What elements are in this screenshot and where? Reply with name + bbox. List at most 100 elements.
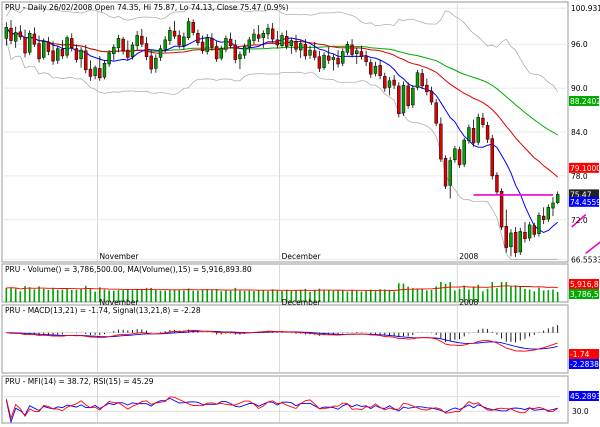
- volume-bar: [374, 291, 377, 302]
- candle-up: [555, 194, 560, 203]
- oscillator-tag-bg: [569, 391, 599, 401]
- candle-down: [23, 37, 27, 54]
- volume-bar: [215, 289, 218, 302]
- candle-down: [121, 38, 125, 52]
- price-tag-bg: [569, 189, 599, 200]
- candle-down: [144, 43, 149, 57]
- candle-up: [546, 207, 551, 220]
- price-tag: 79.1000: [570, 164, 600, 173]
- candle-down: [32, 33, 37, 45]
- candle-up: [224, 38, 228, 50]
- volume-bar: [435, 286, 437, 302]
- volume-bar: [440, 282, 442, 302]
- price-header: PRU - Daily 26/02/2008 Open 74.35, Hi 75…: [5, 3, 289, 12]
- volume-bar: [341, 290, 344, 302]
- candle-down: [434, 102, 438, 124]
- volume-bar: [496, 288, 498, 302]
- candle-down: [397, 85, 401, 114]
- candle-up: [462, 139, 466, 165]
- candle-up: [518, 231, 522, 253]
- volume-bar: [313, 289, 316, 302]
- candle-down: [364, 55, 368, 63]
- candle-up: [112, 46, 116, 54]
- volume-bar: [369, 289, 372, 302]
- volume-bar: [538, 287, 540, 302]
- volume-bar: [164, 290, 166, 302]
- candle-up: [116, 38, 121, 49]
- volume-bar: [117, 290, 120, 302]
- candle-up: [411, 87, 415, 106]
- volume-bar: [463, 285, 466, 302]
- price-tag: 75.47: [570, 190, 592, 199]
- rsi-line: [5, 397, 558, 424]
- candle-down: [74, 48, 79, 60]
- price-y-tick: 78.0: [571, 172, 588, 181]
- volume-bar: [556, 292, 559, 302]
- volume-bar: [262, 290, 265, 302]
- volume-bar: [94, 291, 96, 302]
- volume-bar: [379, 289, 381, 302]
- volume-bar: [290, 290, 293, 302]
- candle-down: [481, 117, 485, 125]
- candle-up: [182, 36, 186, 46]
- volume-bar: [510, 286, 512, 302]
- candle-up: [387, 80, 392, 88]
- volume-bar: [528, 289, 531, 302]
- volume-bar: [80, 289, 82, 302]
- volume-bar: [155, 289, 157, 302]
- volume-bar: [524, 289, 526, 302]
- volume-bar: [220, 291, 223, 302]
- candle-up: [79, 49, 83, 60]
- volume-bar: [271, 289, 274, 302]
- volume-tag: 3,786,500: [570, 290, 600, 299]
- volume-bar: [122, 290, 124, 302]
- volume-bar: [412, 288, 414, 302]
- price-tag-bg: [569, 162, 599, 173]
- volume-tag-bg: [569, 289, 599, 299]
- candle-down: [499, 190, 504, 228]
- candle-down: [327, 55, 331, 61]
- price-tag: 74.4559: [570, 198, 600, 207]
- price-y-tick: 84.0: [571, 128, 588, 137]
- candle-up: [154, 57, 158, 69]
- candle-down: [275, 39, 280, 46]
- volume-bar: [56, 289, 59, 302]
- candle-down: [84, 50, 88, 71]
- volume-bar: [542, 290, 545, 302]
- price-y-tick: 66.5533: [571, 256, 600, 265]
- axis-layer: NovemberDecember2008FebruaryNovemberDece…: [99, 4, 600, 416]
- volume-bar: [192, 290, 195, 302]
- candle-down: [303, 43, 308, 57]
- candle-down: [313, 50, 317, 58]
- volume-bar: [365, 291, 367, 302]
- candle-up: [242, 46, 247, 56]
- candle-down: [523, 231, 527, 240]
- candle-up: [308, 49, 312, 56]
- candle-up: [4, 27, 9, 39]
- candle-down: [149, 55, 153, 70]
- volume-bar: [547, 290, 550, 302]
- candle-down: [541, 215, 546, 221]
- volume-bar: [201, 289, 204, 302]
- volume-bar: [89, 289, 92, 302]
- volume-bar: [458, 288, 461, 302]
- candle-down: [336, 57, 340, 65]
- volume-bar: [468, 289, 470, 302]
- candle-down: [37, 43, 41, 60]
- macd-tag-bg: [569, 349, 599, 359]
- volume-bar: [355, 290, 358, 302]
- candle-down: [70, 38, 74, 49]
- volume-bar: [187, 288, 190, 302]
- volume-bar: [61, 289, 64, 302]
- volume-bar: [299, 289, 302, 302]
- volume-bar: [295, 290, 297, 302]
- macd-layer: [4, 325, 560, 352]
- volume-bar: [500, 282, 503, 302]
- oscillator-tag: 45.2893: [570, 392, 600, 401]
- candle-up: [298, 43, 303, 51]
- volume-layer: [5, 282, 559, 302]
- volume-tag: 5,916,894: [570, 280, 600, 289]
- volume-bar: [136, 289, 138, 302]
- candle-down: [256, 34, 261, 39]
